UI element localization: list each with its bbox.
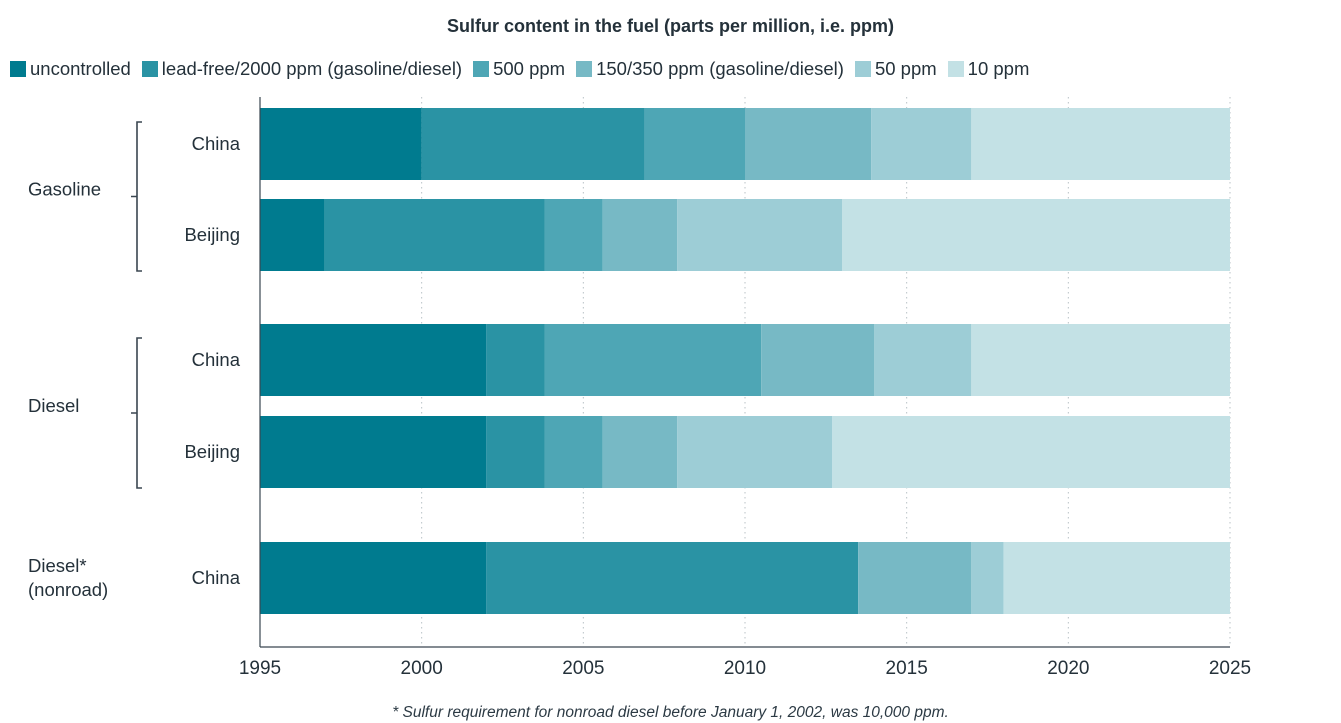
bar-segment — [832, 416, 1230, 488]
legend-swatch — [473, 61, 490, 77]
legend-label: 150/350 ppm (gasoline/diesel) — [596, 58, 844, 79]
bar-segment — [421, 108, 645, 180]
bar-segment — [874, 324, 972, 396]
bar-segment — [677, 199, 842, 271]
row-label: Beijing — [184, 224, 240, 245]
bar-segment — [486, 542, 859, 614]
legend-swatch — [141, 61, 158, 77]
bar-segment — [971, 324, 1230, 396]
legend-label: uncontrolled — [30, 58, 131, 79]
group-bracket — [131, 121, 142, 272]
row-label: China — [192, 133, 241, 154]
x-tick-label: 2025 — [1209, 658, 1251, 679]
x-tick-label: 2010 — [724, 658, 766, 679]
legend-item: 50 ppm — [854, 58, 937, 80]
row-label: China — [192, 567, 241, 588]
bar-segment — [260, 542, 487, 614]
bar-segment — [971, 108, 1230, 180]
bar-segment — [544, 416, 603, 488]
chart-title: Sulfur content in the fuel (parts per mi… — [446, 16, 895, 36]
group-label: Diesel — [28, 395, 79, 416]
group-label: Gasoline — [28, 179, 101, 200]
bar-segment — [260, 416, 487, 488]
bar-segment — [842, 199, 1230, 271]
legend-label: 500 ppm — [493, 58, 566, 79]
x-tick-label: 2020 — [1047, 658, 1089, 679]
row-label: Beijing — [184, 441, 240, 462]
x-tick-label: 2015 — [886, 658, 928, 679]
chart-plot: China Beijing Gasoline China Beijing Diesel Ch… — [28, 97, 1251, 679]
bar-segment — [486, 416, 545, 488]
bar-segment — [602, 199, 678, 271]
legend-item: 150/350 ppm (gasoline/diesel) — [576, 58, 844, 80]
chart-footnote: * Sulfur requirement for nonroad diesel … — [392, 704, 949, 721]
chart-legend: uncontrolled lead-free/2000 ppm (gasoline… — [10, 58, 1341, 80]
row-label: China — [192, 349, 241, 370]
bar-segment — [544, 199, 603, 271]
bar-segment — [971, 542, 1004, 614]
legend-swatch — [947, 61, 964, 77]
legend-item: 10 ppm — [947, 58, 1030, 80]
bar-segment — [858, 542, 972, 614]
bar-segment — [544, 324, 762, 396]
bar-segment — [486, 324, 545, 396]
x-tick-label: 2000 — [401, 658, 443, 679]
bar-segment — [871, 108, 972, 180]
legend-item: lead-free/2000 ppm (gasoline/diesel) — [141, 58, 463, 80]
bar-segment — [644, 108, 745, 180]
legend-label: lead-free/2000 ppm (gasoline/diesel) — [161, 58, 463, 79]
bar-segment — [677, 416, 833, 488]
group-label: Diesel* (nonroad) — [28, 555, 108, 600]
group-bracket — [131, 337, 142, 489]
bar-segment — [602, 416, 678, 488]
x-tick-label: 2005 — [562, 658, 604, 679]
bar-segment — [260, 324, 487, 396]
bar-segment — [761, 324, 875, 396]
legend-label: 50 ppm — [874, 58, 937, 79]
x-tick-label: 1995 — [239, 658, 281, 679]
legend-swatch — [854, 61, 871, 77]
legend-item: 500 ppm — [473, 58, 565, 80]
legend-label: 10 ppm — [967, 58, 1030, 79]
bar-segment — [745, 108, 872, 180]
bar-segment — [260, 108, 422, 180]
bar-segment — [260, 199, 325, 271]
legend-swatch — [576, 61, 593, 77]
legend-swatch — [10, 61, 26, 77]
legend-item: uncontrolled — [10, 58, 131, 80]
bar-segment — [1003, 542, 1230, 614]
bar-segment — [324, 199, 545, 271]
